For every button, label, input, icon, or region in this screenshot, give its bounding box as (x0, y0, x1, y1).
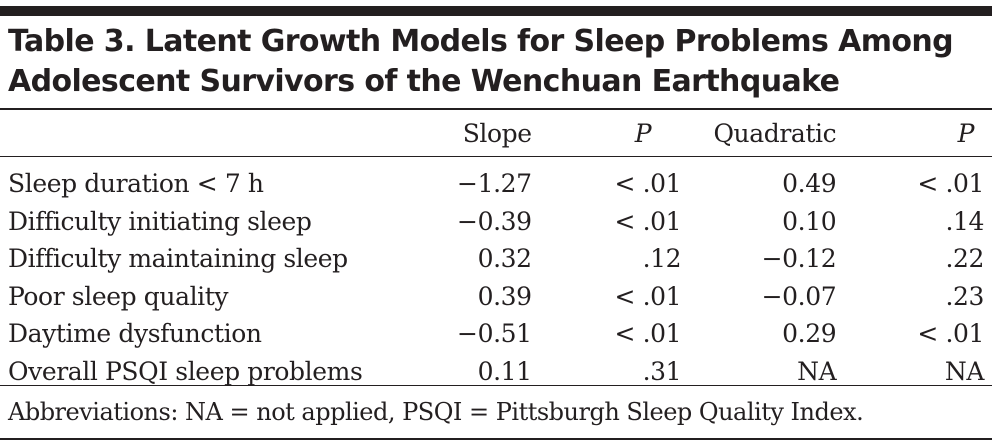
row-label: Daytime dysfunction (8, 319, 262, 349)
cell-p-slope: < .01 (614, 169, 682, 199)
row-label: Sleep duration < 7 h (8, 169, 264, 199)
header-bottom-rule (0, 156, 992, 157)
header-label (0, 110, 428, 157)
cell-slope: 0.39 (477, 281, 532, 311)
cell-p-quadratic: < .01 (917, 319, 984, 349)
table-title-line-1: Table 3. Latent Growth Models for Sleep … (8, 24, 954, 59)
table-row: Overall PSQI sleep problems 0.11 .31 NA … (0, 353, 992, 391)
row-label: Poor sleep quality (8, 281, 229, 311)
cell-p-quadratic: < .01 (917, 169, 984, 199)
table-title-line-2: Adolescent Survivors of the Wenchuan Ear… (8, 64, 840, 99)
cell-quadratic: NA (797, 356, 837, 386)
cell-quadratic: 0.10 (782, 206, 837, 236)
header-top-rule (0, 108, 992, 110)
cell-slope: 0.11 (477, 356, 532, 386)
row-label: Difficulty maintaining sleep (8, 244, 348, 274)
header-quadratic: Quadratic (713, 119, 837, 148)
cell-p-slope: .31 (642, 356, 682, 386)
cell-p-slope: < .01 (614, 281, 682, 311)
row-label: Difficulty initiating sleep (8, 206, 312, 236)
cell-p-quadratic: .14 (945, 206, 984, 236)
cell-quadratic: 0.49 (782, 169, 837, 199)
cell-slope: −1.27 (457, 169, 532, 199)
top-rule (0, 6, 992, 16)
header-slope: Slope (462, 119, 532, 148)
cell-slope: −0.51 (457, 319, 532, 349)
table-row: Sleep duration < 7 h −1.27 < .01 0.49 < … (0, 157, 992, 203)
cell-p-slope: < .01 (614, 206, 682, 236)
table-row: Daytime dysfunction −0.51 < .01 0.29 < .… (0, 315, 992, 353)
header-row: Slope P Quadratic P (0, 110, 992, 157)
cell-slope: 0.32 (477, 244, 532, 274)
table-title: Table 3. Latent Growth Models for Sleep … (8, 22, 988, 102)
cell-p-quadratic: .23 (945, 281, 984, 311)
results-table: Slope P Quadratic P Sleep duration < 7 h… (0, 110, 992, 390)
cell-p-quadratic: NA (944, 356, 985, 386)
table-row: Poor sleep quality 0.39 < .01 −0.07 .23 (0, 278, 992, 316)
bottom-rule (0, 438, 992, 440)
table-row: Difficulty maintaining sleep 0.32 .12 −0… (0, 240, 992, 278)
header-p-slope: P (634, 119, 652, 148)
cell-p-slope: < .01 (614, 319, 682, 349)
cell-quadratic: −0.12 (761, 244, 837, 274)
cell-slope: −0.39 (457, 206, 532, 236)
footnote-rule (0, 385, 992, 386)
cell-quadratic: −0.07 (761, 281, 837, 311)
row-label: Overall PSQI sleep problems (8, 356, 363, 386)
table-row: Difficulty initiating sleep −0.39 < .01 … (0, 203, 992, 241)
cell-p-slope: .12 (642, 244, 682, 274)
table-footnote: Abbreviations: NA = not applied, PSQI = … (8, 398, 864, 426)
header-p-quadratic: P (957, 119, 975, 148)
cell-p-quadratic: .22 (945, 244, 984, 274)
cell-quadratic: 0.29 (782, 319, 837, 349)
